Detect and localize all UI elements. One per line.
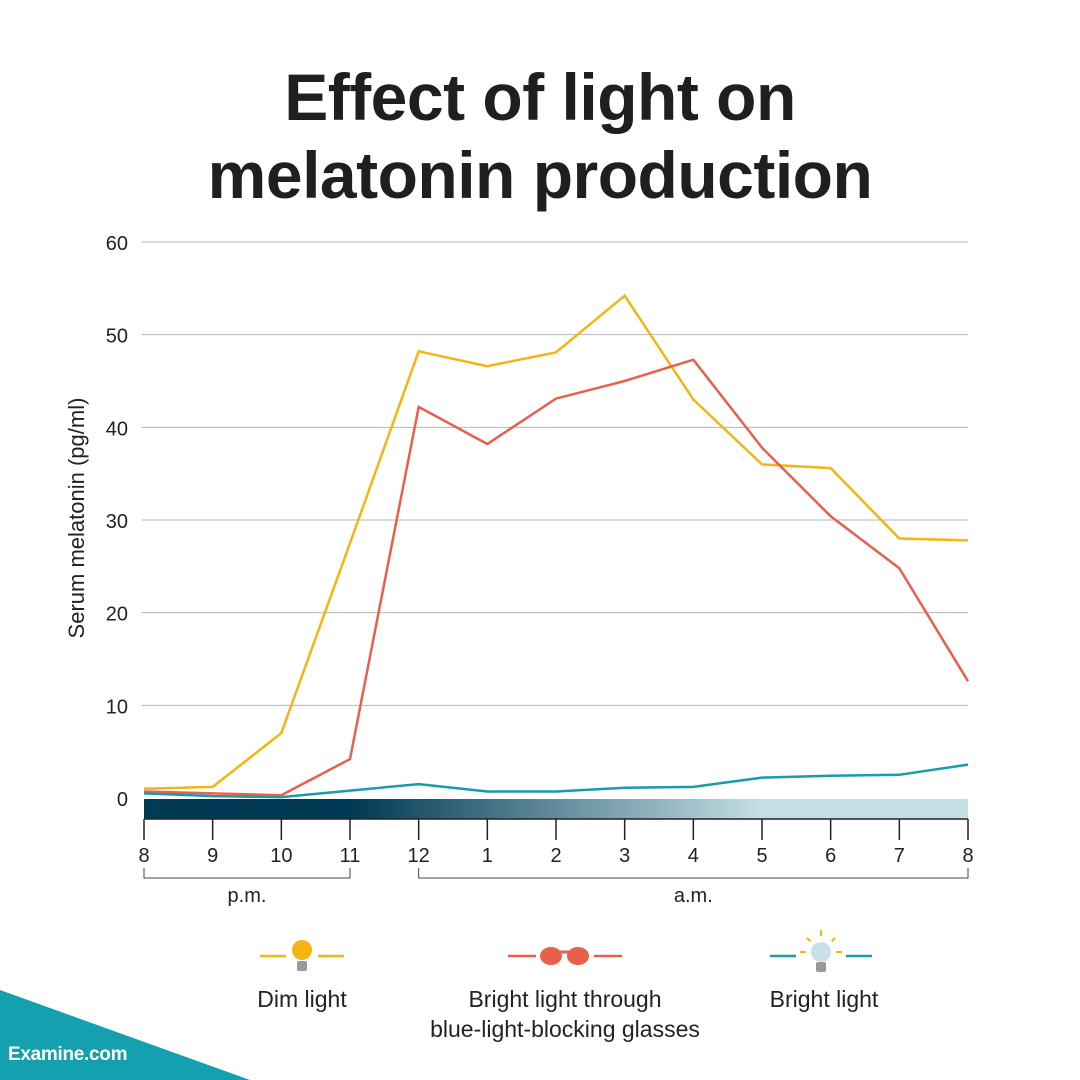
x-tick-label: 2 xyxy=(550,845,561,867)
legend-label-bright: Bright light xyxy=(769,986,879,1012)
y-tick-label: 10 xyxy=(106,696,128,718)
legend-label-glasses-line2: blue-light-blocking glasses xyxy=(430,1016,700,1042)
y-tick-label: 50 xyxy=(106,326,128,348)
y-tick-label: 20 xyxy=(106,604,128,626)
legend-label-glasses-line1: Bright light through xyxy=(468,986,662,1012)
x-group-bracket xyxy=(143,868,351,879)
x-tick-label: 11 xyxy=(340,845,361,867)
series-glasses-line xyxy=(143,358,970,797)
y-tick-label: 60 xyxy=(106,233,128,255)
x-tick-label: 8 xyxy=(138,845,149,867)
series-bright-light-line xyxy=(143,763,969,799)
bright-bulb-icon xyxy=(800,930,842,972)
x-tick-label: 5 xyxy=(756,845,767,867)
x-tick-label: 7 xyxy=(894,845,905,867)
y-axis-label: Serum melatonin (pg/ml) xyxy=(64,398,89,639)
brand-logo-text[interactable]: Examine.com xyxy=(8,1044,128,1065)
x-tick-label: 4 xyxy=(688,845,699,867)
y-tick-label: 0 xyxy=(117,789,128,811)
title-line-2: melatonin production xyxy=(207,138,873,212)
y-tick-label: 30 xyxy=(106,511,128,533)
chart-title: Effect of light on melatonin production xyxy=(0,58,1080,214)
legend-label-glasses: Bright light through blue-light-blocking… xyxy=(400,984,730,1044)
x-tick-label: 3 xyxy=(619,845,630,867)
x-tick-label: 1 xyxy=(482,845,493,867)
x-tick-label: 10 xyxy=(270,845,292,867)
title-line-1: Effect of light on xyxy=(284,60,796,134)
x-group-label: p.m. xyxy=(228,885,267,907)
glasses-icon xyxy=(540,947,589,965)
x-tick-label: 12 xyxy=(408,845,430,867)
dim-bulb-icon xyxy=(292,940,312,971)
x-group-label: a.m. xyxy=(674,885,713,907)
brand-corner-banner xyxy=(0,990,250,1080)
night-gradient-bar xyxy=(144,799,968,819)
x-tick-label: 6 xyxy=(825,845,836,867)
legend-label-dim: Dim light xyxy=(257,986,347,1012)
x-tick-label: 8 xyxy=(962,845,973,867)
x-tick-label: 9 xyxy=(207,845,218,867)
series-dim-light-line xyxy=(143,293,969,790)
x-group-bracket xyxy=(418,868,969,879)
y-tick-label: 40 xyxy=(106,418,128,440)
